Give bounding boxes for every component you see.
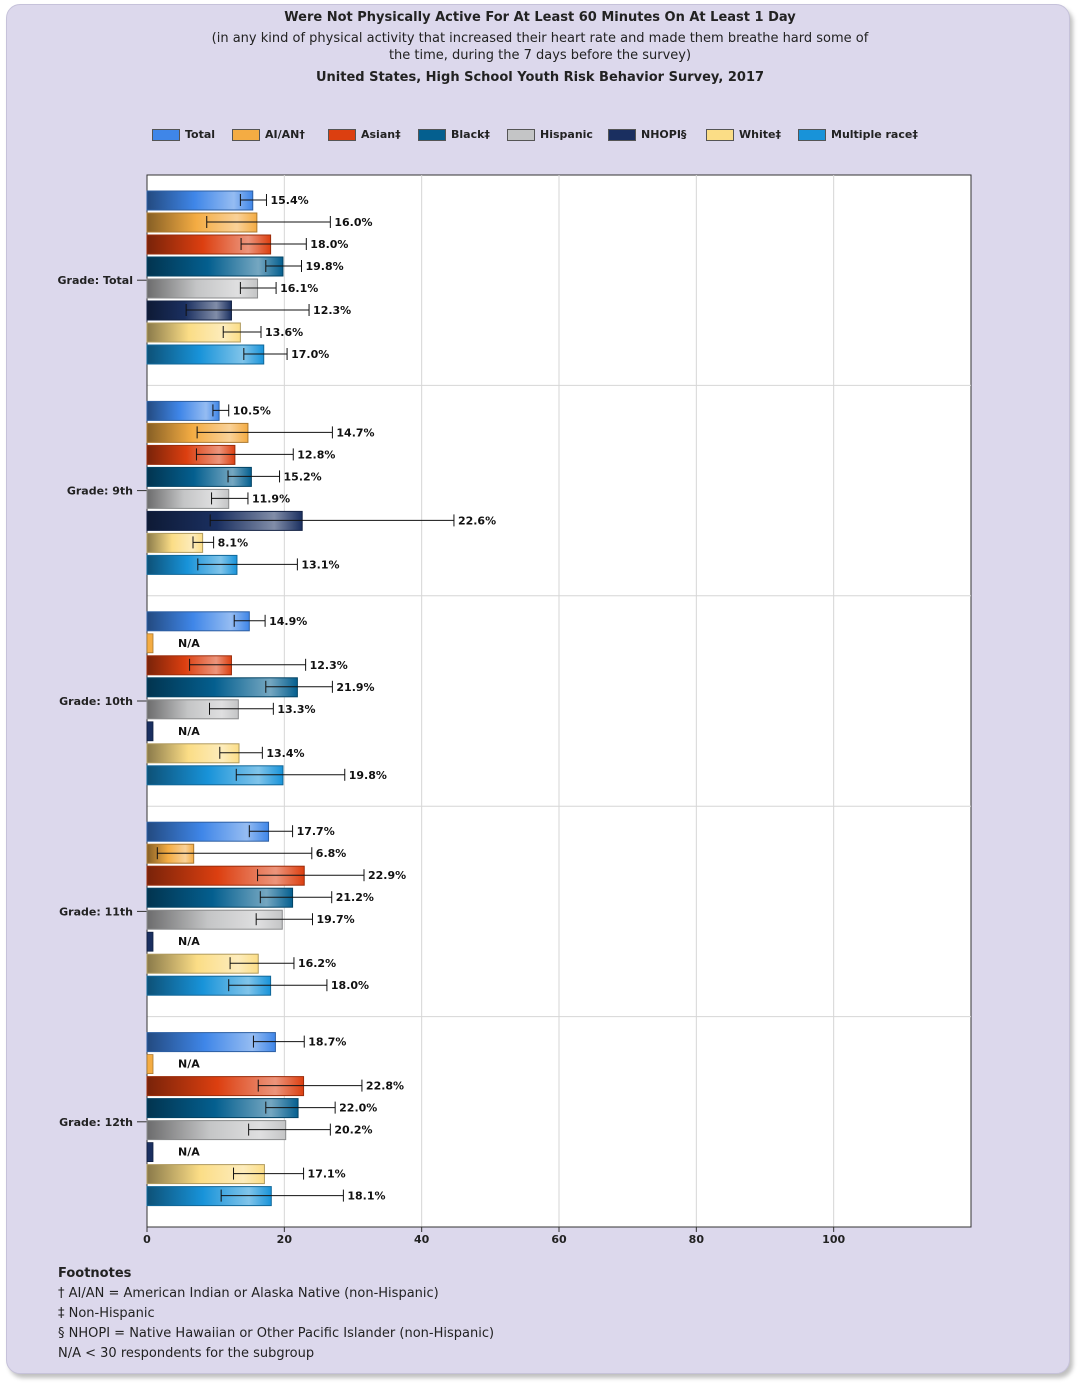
bar (146, 1054, 154, 1074)
legend-swatch (507, 128, 535, 141)
data-label: 11.9% (252, 492, 290, 505)
data-label: 17.7% (297, 825, 335, 838)
na-label: N/A (178, 637, 200, 650)
data-label: 13.1% (301, 558, 339, 571)
data-label: 22.0% (339, 1102, 377, 1115)
na-label: N/A (178, 1058, 200, 1071)
data-label: 18.0% (331, 979, 369, 992)
na-label: N/A (178, 1146, 200, 1159)
legend-swatch (706, 128, 734, 141)
legend-label: AI/AN† (265, 128, 305, 141)
x-tick-label: 40 (414, 1233, 430, 1246)
footnote-line: † AI/AN = American Indian or Alaska Nati… (58, 1286, 439, 1301)
na-label: N/A (178, 935, 200, 948)
legend-label: Black‡ (451, 128, 490, 141)
category-label: Grade: 10th (59, 695, 133, 708)
data-label: 8.1% (218, 536, 249, 549)
data-label: 10.5% (233, 404, 271, 417)
category-label: Grade: 12th (59, 1116, 133, 1129)
legend: Total AI/AN† Asian‡ Black‡ Hispanic NHOPI§ Whi… (0, 128, 1080, 146)
legend-item[interactable]: Black‡ (418, 128, 490, 141)
data-label: 13.3% (277, 703, 315, 716)
legend-swatch (798, 128, 826, 141)
chart-subtitle: (in any kind of physical activity that i… (211, 31, 869, 63)
legend-label: NHOPI§ (641, 128, 687, 141)
bar (146, 633, 154, 654)
data-label: 16.2% (298, 957, 336, 970)
data-label: 14.7% (336, 426, 374, 439)
data-label: 21.9% (336, 681, 374, 694)
data-label: 16.0% (334, 216, 372, 229)
data-label: 18.7% (308, 1036, 346, 1049)
bar (146, 721, 154, 742)
chart-title: Were Not Physically Active For At Least … (284, 10, 796, 25)
data-label: 18.0% (310, 238, 348, 251)
legend-label: White‡ (739, 128, 781, 141)
data-label: 12.8% (297, 448, 335, 461)
legend-item[interactable]: Total (152, 128, 215, 141)
category-label: Grade: 9th (67, 485, 133, 498)
bar (146, 931, 154, 952)
legend-item[interactable]: Asian‡ (328, 128, 401, 141)
legend-swatch (328, 128, 356, 141)
x-tick-label: 20 (277, 1233, 293, 1246)
data-label: 22.6% (458, 514, 496, 527)
legend-swatch (232, 128, 260, 141)
bar-chart: 0 20 40 60 80 100 Grade: Total 15.4% 16.0% 18.0% 1… (58, 174, 972, 1246)
x-tick-label: 60 (551, 1233, 567, 1246)
legend-item[interactable]: NHOPI§ (608, 128, 686, 141)
legend-swatch (418, 128, 446, 141)
data-label: 22.8% (366, 1080, 404, 1093)
legend-label: Total (185, 128, 216, 141)
data-label: 19.8% (306, 260, 344, 273)
footnote-line: § NHOPI = Native Hawaiian or Other Pacif… (58, 1326, 495, 1341)
survey-name: United States, High School Youth Risk Be… (315, 70, 765, 85)
data-label: 15.2% (284, 470, 322, 483)
legend-item[interactable]: Hispanic (507, 128, 593, 141)
footnotes-heading: Footnotes (58, 1266, 132, 1281)
data-label: 12.3% (313, 304, 351, 317)
footnotes: Footnotes † AI/AN = American Indian or A… (58, 1264, 494, 1364)
category-label: Grade: Total (58, 274, 134, 287)
legend-swatch (152, 128, 180, 141)
legend-item[interactable]: Multiple race‡ (798, 128, 918, 141)
x-tick-label: 100 (822, 1233, 845, 1246)
data-label: 17.0% (291, 348, 329, 361)
data-label: 6.8% (316, 847, 347, 860)
na-label: N/A (178, 725, 200, 738)
data-label: 19.8% (349, 769, 387, 782)
data-label: 19.7% (316, 913, 354, 926)
bar (146, 256, 284, 277)
data-label: 16.1% (280, 282, 318, 295)
data-label: 13.4% (266, 747, 304, 760)
data-label: 13.6% (265, 326, 303, 339)
bar (146, 400, 220, 421)
x-tick-label: 0 (143, 1233, 151, 1246)
bar (146, 190, 254, 211)
data-label: 15.4% (270, 194, 308, 207)
data-label: 14.9% (269, 615, 307, 628)
x-tick-label: 80 (689, 1233, 705, 1246)
data-label: 17.1% (308, 1168, 346, 1181)
legend-item[interactable]: AI/AN† (232, 128, 305, 141)
data-label: 18.1% (347, 1190, 385, 1203)
legend-label: Multiple race‡ (831, 128, 918, 141)
data-label: 12.3% (310, 659, 348, 672)
bar (146, 1142, 154, 1162)
data-label: 21.2% (336, 891, 374, 904)
legend-label: Asian‡ (361, 128, 401, 141)
footnote-line: ‡ Non-Hispanic (58, 1306, 155, 1321)
category-label: Grade: 11th (59, 905, 133, 918)
data-label: 22.9% (368, 869, 406, 882)
legend-label: Hispanic (540, 128, 593, 141)
footnote-line: N/A < 30 respondents for the subgroup (58, 1346, 315, 1361)
legend-item[interactable]: White‡ (706, 128, 781, 141)
data-label: 20.2% (334, 1124, 372, 1137)
legend-swatch (608, 128, 636, 141)
